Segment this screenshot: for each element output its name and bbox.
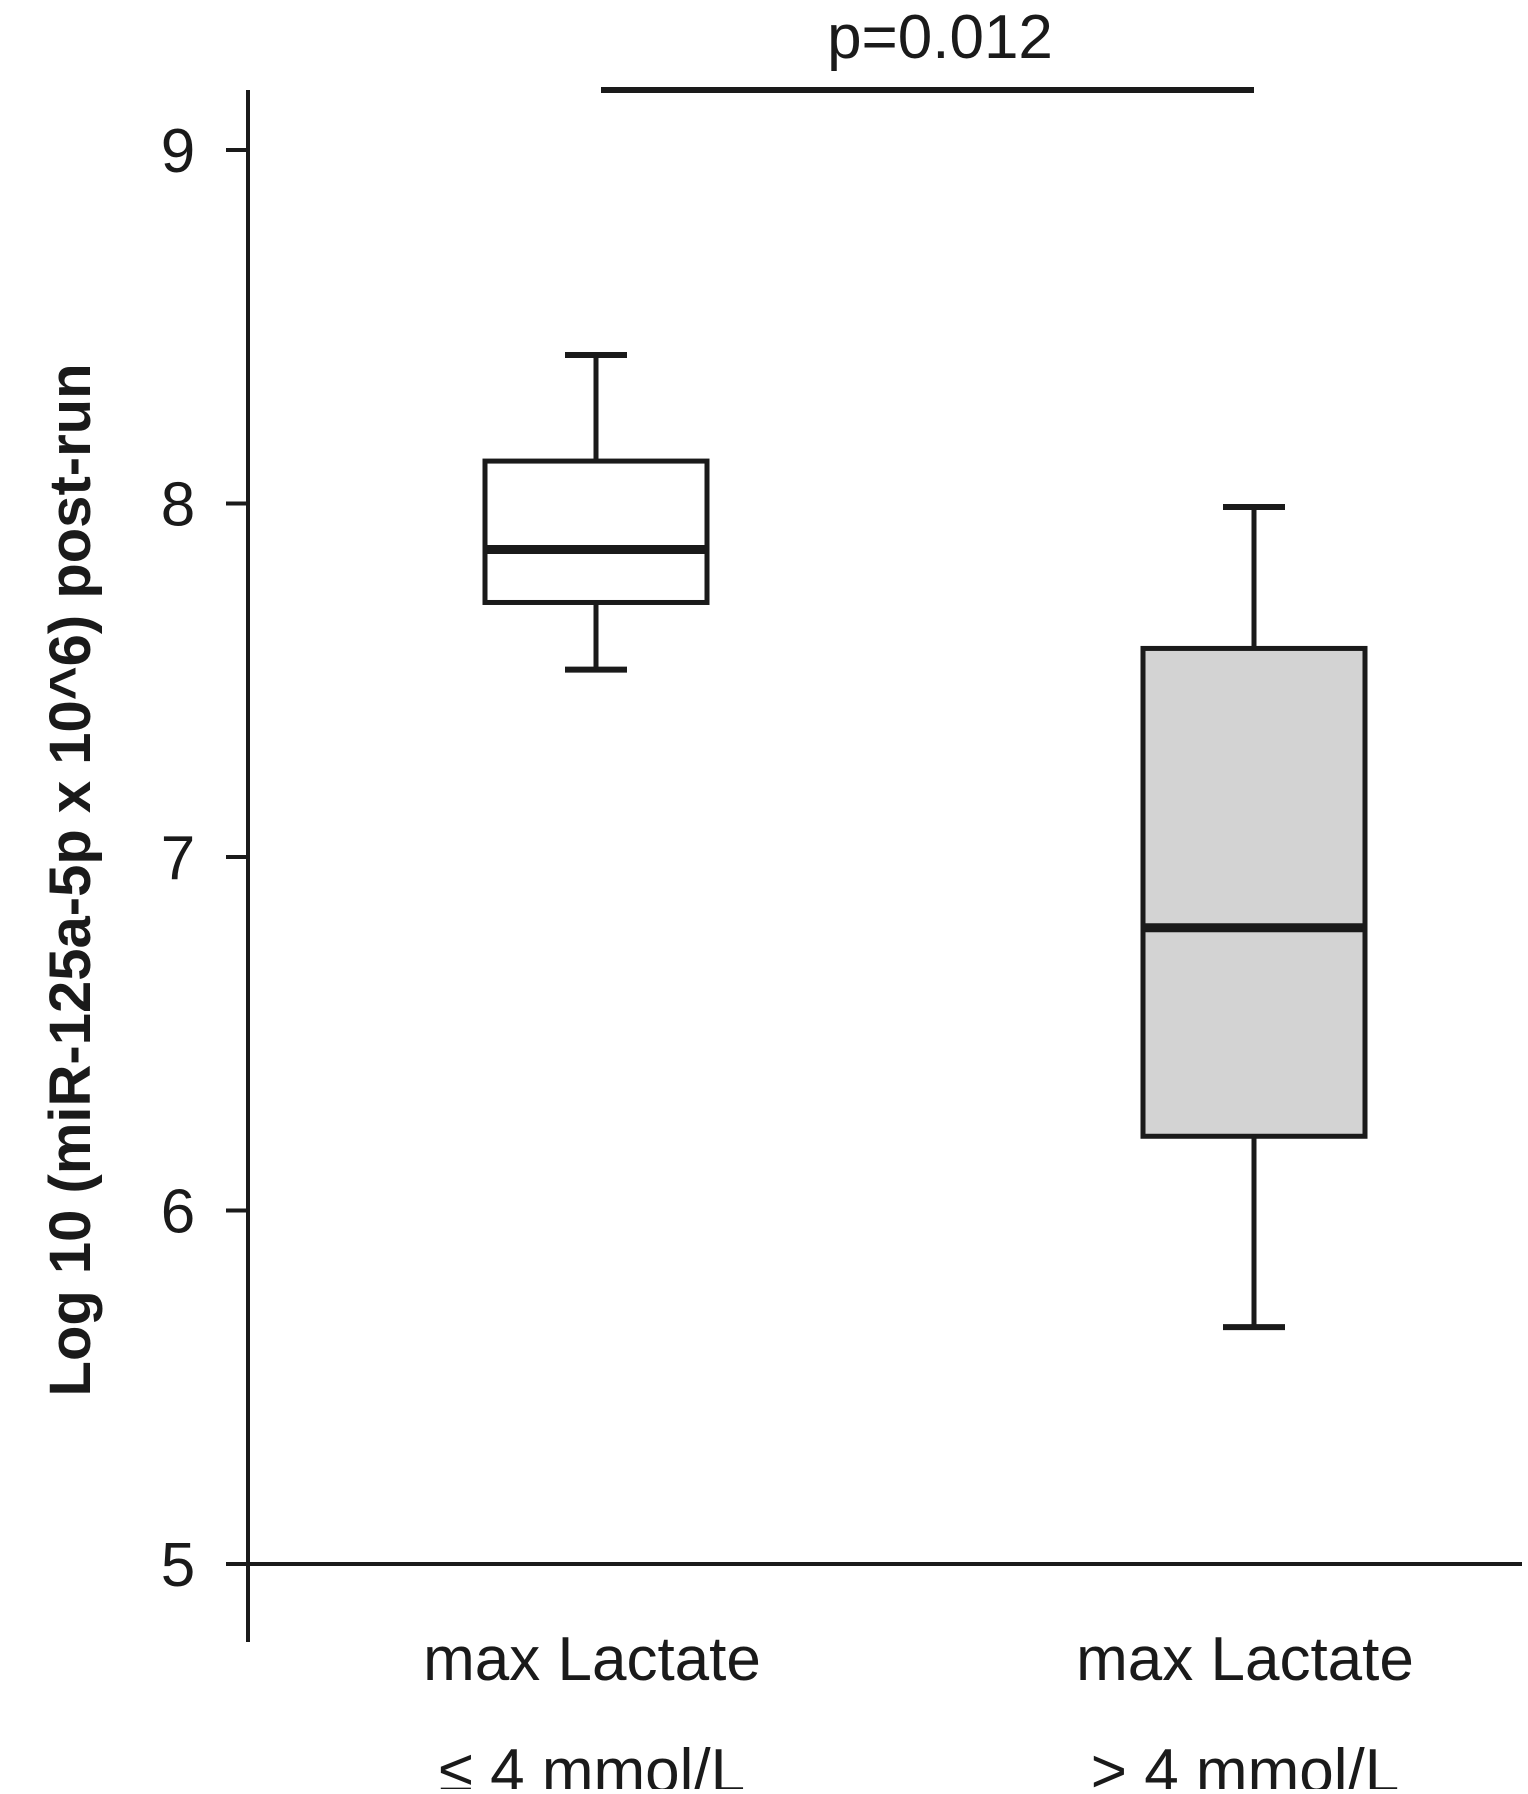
x-tick-label: ≤ 4 mmol/L xyxy=(439,1737,745,1789)
y-tick-label: 6 xyxy=(161,1178,195,1247)
iqr-box xyxy=(482,458,710,605)
y-tick-label: 9 xyxy=(161,117,195,186)
x-tick-label: max Lactate xyxy=(423,1625,761,1694)
x-axis-labels: max Lactate ≤ 4 mmol/L max Lactate > 4 mmol… xyxy=(423,1625,1414,1794)
y-tick-label: 7 xyxy=(161,824,195,893)
y-tick-label: 5 xyxy=(161,1531,195,1600)
x-tick-label: max Lactate xyxy=(1076,1625,1414,1694)
x-tick-label: > 4 mmol/L xyxy=(1091,1737,1399,1789)
significance-annotation: p=0.012 xyxy=(601,3,1254,93)
y-tick-label: 8 xyxy=(161,471,195,540)
box-1 xyxy=(482,352,710,673)
box-2 xyxy=(1140,504,1368,1331)
boxes-group xyxy=(482,352,1368,1331)
y-axis-label: Log 10 (miR-125a-5p x 10^6) post-run xyxy=(38,364,103,1397)
y-axis-ticks: 5 6 7 8 9 xyxy=(161,117,248,1600)
iqr-box xyxy=(1140,645,1368,1139)
p-value-label: p=0.012 xyxy=(827,3,1053,72)
